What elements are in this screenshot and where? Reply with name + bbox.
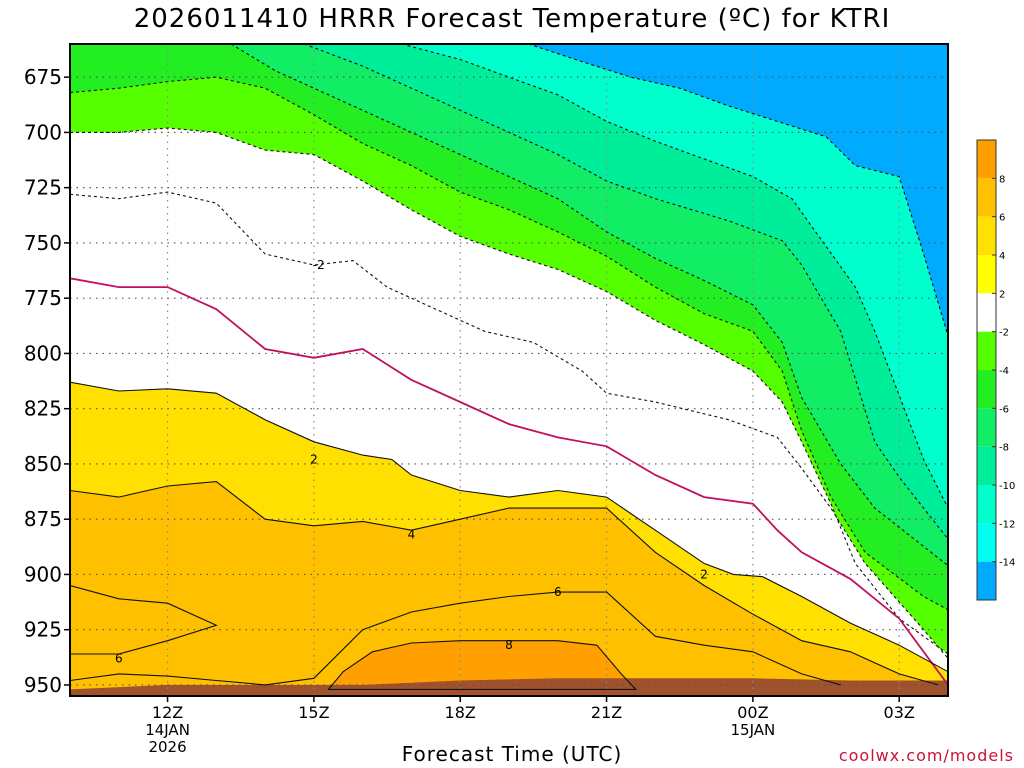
x-tick-label: 03Z (884, 703, 915, 722)
colorbar-band (977, 216, 996, 255)
contour-line (70, 76, 948, 611)
colorbar-band (977, 140, 996, 179)
credit-link[interactable]: coolwx.com/models (838, 746, 1014, 765)
y-tick-label: 925 (24, 618, 62, 642)
y-tick-label: 900 (24, 562, 62, 586)
colorbar-label: 8 (999, 174, 1005, 185)
y-tick-label: 750 (24, 231, 62, 255)
colorbar-band (977, 331, 996, 370)
contour-line (70, 191, 948, 659)
colorbar-band (977, 293, 996, 332)
colorbar-band (977, 523, 996, 562)
y-tick-label: 950 (24, 673, 62, 697)
contour-label: -2 (313, 258, 325, 272)
contour-label: 6 (554, 585, 562, 599)
contour-line (70, 381, 948, 673)
x-tick-label: 21Z (591, 703, 622, 722)
contour-line (401, 44, 948, 509)
x-tick-label: 18Z (445, 703, 476, 722)
contour-label: 2 (700, 567, 708, 581)
colorbar-band (977, 485, 996, 524)
y-tick-label: 875 (24, 507, 62, 531)
y-tick-label: 825 (24, 397, 62, 421)
plot-group: -2 2 4 2 6 8 6 (70, 44, 948, 696)
colorbar-label: -12 (999, 519, 1015, 530)
x-tick-label: 00Z (737, 703, 768, 722)
contour-line (70, 591, 841, 686)
contour-line (70, 584, 218, 655)
colorbar-band (977, 178, 996, 217)
contour-line (528, 44, 948, 336)
x-tick-sublabel: 14JAN (145, 721, 190, 739)
y-tick-label: 675 (24, 65, 62, 89)
ground-surface (70, 678, 948, 696)
colorbar-label: 6 (999, 213, 1005, 224)
contour-line (303, 44, 948, 540)
contour-label: 8 (505, 638, 513, 652)
plot-frame (69, 43, 949, 697)
colorbar-label: -4 (999, 366, 1009, 377)
colorbar-band (977, 370, 996, 409)
colorbar-label: -6 (999, 404, 1009, 415)
y-tick-label: 700 (24, 120, 62, 144)
x-tick-sublabel: 15JAN (731, 721, 776, 739)
colorbar-band (977, 446, 996, 485)
fill-band-6-upper (70, 585, 217, 654)
contour-line (327, 640, 638, 690)
fill-band-8 (328, 640, 636, 690)
x-tick-label: 15Z (298, 703, 329, 722)
y-tick-label: 725 (24, 176, 62, 200)
colorbar-label: -2 (999, 328, 1009, 339)
y-tick-label: 800 (24, 341, 62, 365)
colorbar-label: 4 (999, 251, 1005, 262)
contour-label: 2 (310, 453, 318, 467)
contour-line (70, 127, 948, 655)
colorbar-band (977, 561, 996, 600)
y-tick-label: 850 (24, 452, 62, 476)
contour-line (230, 44, 948, 567)
contour-label: 6 (115, 651, 123, 665)
chart-title: 2026011410 HRRR Forecast Temperature (ºC… (133, 4, 891, 34)
fill-band-4 (70, 481, 948, 696)
x-tick-label: 12Z (152, 703, 183, 722)
colorbar-band (977, 408, 996, 447)
colorbar-band (977, 255, 996, 294)
x-tick-sublabel: 2026 (148, 738, 186, 756)
contour-line (70, 277, 948, 686)
colorbar-label: 2 (999, 289, 1005, 300)
contour-line (70, 481, 939, 686)
colorbar-label: -10 (999, 481, 1015, 492)
colorbar-label: -8 (999, 443, 1009, 454)
y-tick-label: 775 (24, 286, 62, 310)
x-axis-title: Forecast Time (UTC) (401, 742, 623, 766)
contour-label: 4 (408, 528, 416, 542)
colorbar-label: -14 (999, 558, 1015, 569)
